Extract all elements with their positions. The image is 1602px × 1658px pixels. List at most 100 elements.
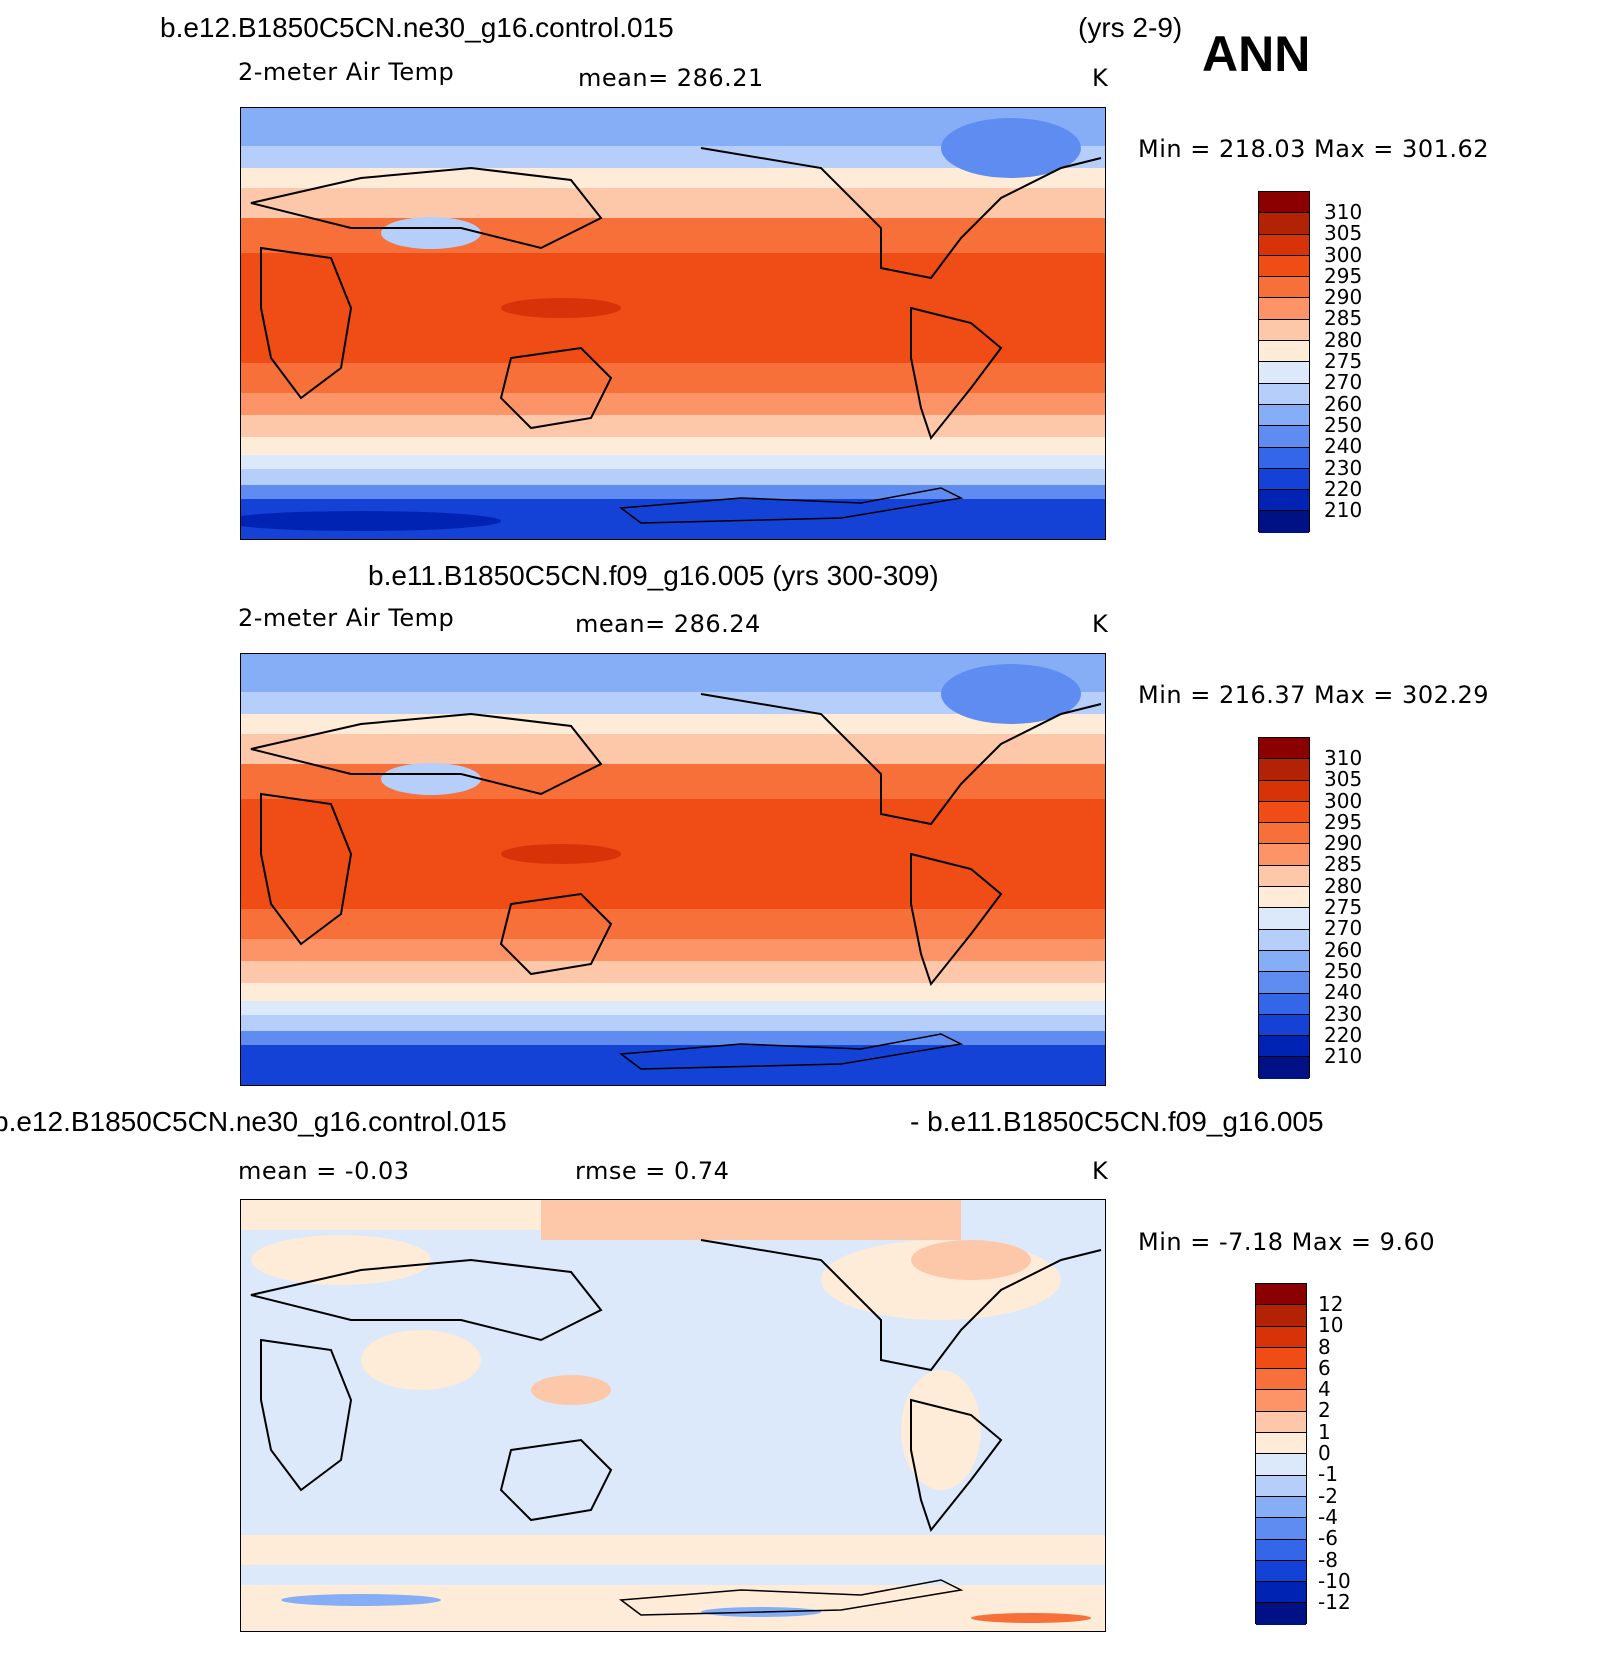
colorbar-swatch <box>1259 1057 1309 1079</box>
colorbar-label: -12 <box>1318 1590 1351 1615</box>
panel2-map <box>240 653 1106 1086</box>
colorbar-swatch <box>1259 738 1309 760</box>
colorbar-swatch <box>1256 1560 1306 1583</box>
colorbar-label: 290 <box>1324 831 1363 856</box>
colorbar-label: 310 <box>1324 746 1363 770</box>
colorbar-label: 210 <box>1324 498 1363 523</box>
colorbar-swatch <box>1256 1347 1306 1370</box>
panel2-minmax: Min = 216.37 Max = 302.29 <box>1138 681 1490 709</box>
colorbar-swatch <box>1259 404 1309 427</box>
colorbar-swatch <box>1256 1518 1306 1540</box>
panel3-map <box>240 1199 1106 1632</box>
colorbar-label: 230 <box>1324 1001 1363 1026</box>
colorbar-swatch <box>1259 801 1309 824</box>
colorbar-label: 300 <box>1324 788 1363 813</box>
colorbar-swatch <box>1259 972 1309 994</box>
colorbar-label: 8 <box>1318 1334 1331 1359</box>
season-label: ANN <box>1202 26 1311 82</box>
colorbar-label: 275 <box>1324 895 1363 920</box>
panel2-title: b.e11.B1850C5CN.f09_g16.005 (yrs 300-309… <box>368 560 939 591</box>
panel3-title-left: b.e12.B1850C5CN.ne30_g16.control.015 <box>0 1106 507 1137</box>
colorbar-swatch <box>1259 383 1309 405</box>
colorbar-swatch <box>1259 298 1309 320</box>
panel2-colorbar <box>1258 737 1310 1079</box>
colorbar-label: -8 <box>1318 1547 1338 1572</box>
colorbar-label: -6 <box>1318 1526 1338 1551</box>
colorbar-label: 220 <box>1324 476 1363 501</box>
colorbar-label: 280 <box>1324 873 1363 898</box>
colorbar-label: -1 <box>1318 1462 1338 1487</box>
colorbar-swatch <box>1256 1411 1306 1434</box>
colorbar-swatch <box>1256 1433 1306 1455</box>
colorbar-swatch <box>1259 759 1309 781</box>
panel3-title-right: - b.e11.B1850C5CN.f09_g16.005 <box>910 1106 1324 1137</box>
colorbar-label: 300 <box>1324 242 1363 267</box>
colorbar-swatch <box>1259 993 1309 1015</box>
panel3-rmse: rmse = 0.74 <box>575 1157 730 1185</box>
colorbar-label: 305 <box>1324 221 1363 246</box>
colorbar-swatch <box>1256 1454 1306 1476</box>
colorbar-label: 285 <box>1324 852 1363 877</box>
colorbar-swatch <box>1256 1284 1306 1306</box>
colorbar-swatch <box>1259 426 1309 448</box>
colorbar-label: 280 <box>1324 327 1363 352</box>
colorbar-swatch <box>1259 950 1309 973</box>
colorbar-label: 4 <box>1318 1377 1331 1402</box>
colorbar-label: 285 <box>1324 306 1363 331</box>
panel1-units: K <box>1092 64 1109 92</box>
colorbar-swatch <box>1256 1539 1306 1561</box>
colorbar-swatch <box>1259 255 1309 278</box>
colorbar-swatch <box>1259 929 1309 951</box>
colorbar-label: 240 <box>1324 980 1363 1005</box>
panel3-minmax: Min = -7.18 Max = 9.60 <box>1138 1228 1436 1256</box>
colorbar-label: 210 <box>1324 1044 1363 1069</box>
colorbar-label: 250 <box>1324 958 1363 983</box>
colorbar-label: 6 <box>1318 1355 1331 1380</box>
colorbar-label: 295 <box>1324 809 1363 834</box>
colorbar-label: 240 <box>1324 434 1363 459</box>
colorbar-label: 250 <box>1324 412 1363 437</box>
colorbar-label: 10 <box>1318 1313 1344 1338</box>
panel1-map <box>240 107 1106 540</box>
colorbar-swatch <box>1256 1582 1306 1604</box>
panel3-units: K <box>1092 1157 1109 1185</box>
colorbar-label: 270 <box>1324 370 1363 395</box>
panel1-colorbar-labels: 310 305 300 295 290 285 280 275 270 260 … <box>1324 200 1363 523</box>
panel1-minmax: Min = 218.03 Max = 301.62 <box>1138 135 1490 163</box>
colorbar-swatch <box>1259 1014 1309 1037</box>
colorbar-swatch <box>1259 865 1309 888</box>
colorbar-swatch <box>1259 511 1309 533</box>
colorbar-label: 305 <box>1324 767 1363 792</box>
colorbar-label: 220 <box>1324 1022 1363 1047</box>
colorbar-swatch <box>1259 447 1309 469</box>
colorbar-swatch <box>1256 1326 1306 1348</box>
colorbar-label: 275 <box>1324 349 1363 374</box>
colorbar-label: 12 <box>1318 1292 1344 1316</box>
colorbar-label: 310 <box>1324 200 1363 224</box>
panel2-variable: 2-meter Air Temp <box>238 604 455 632</box>
panel3-mean: mean = -0.03 <box>238 1157 410 1185</box>
panel2-units: K <box>1092 610 1109 638</box>
colorbar-swatch <box>1259 908 1309 930</box>
colorbar-label: 295 <box>1324 263 1363 288</box>
panel3-colorbar <box>1255 1283 1307 1625</box>
colorbar-swatch <box>1259 1036 1309 1058</box>
panel1-variable: 2-meter Air Temp <box>238 58 455 86</box>
case1-years: (yrs 2-9) <box>1078 12 1183 43</box>
colorbar-label: -4 <box>1318 1504 1338 1529</box>
colorbar-swatch <box>1259 844 1309 866</box>
colorbar-swatch <box>1259 213 1309 235</box>
panel1-mean: mean= 286.21 <box>578 64 764 92</box>
colorbar-label: 2 <box>1318 1398 1331 1423</box>
colorbar-label: 230 <box>1324 455 1363 480</box>
case1-title: b.e12.B1850C5CN.ne30_g16.control.015 <box>160 12 674 43</box>
panel1-colorbar <box>1258 191 1310 533</box>
colorbar-swatch <box>1259 234 1309 256</box>
colorbar-swatch <box>1256 1496 1306 1519</box>
colorbar-swatch <box>1259 780 1309 802</box>
colorbar-swatch <box>1259 887 1309 909</box>
panel2-mean: mean= 286.24 <box>575 610 761 638</box>
colorbar-label: 260 <box>1324 937 1363 962</box>
colorbar-swatch <box>1259 192 1309 214</box>
colorbar-label: 1 <box>1318 1419 1331 1444</box>
